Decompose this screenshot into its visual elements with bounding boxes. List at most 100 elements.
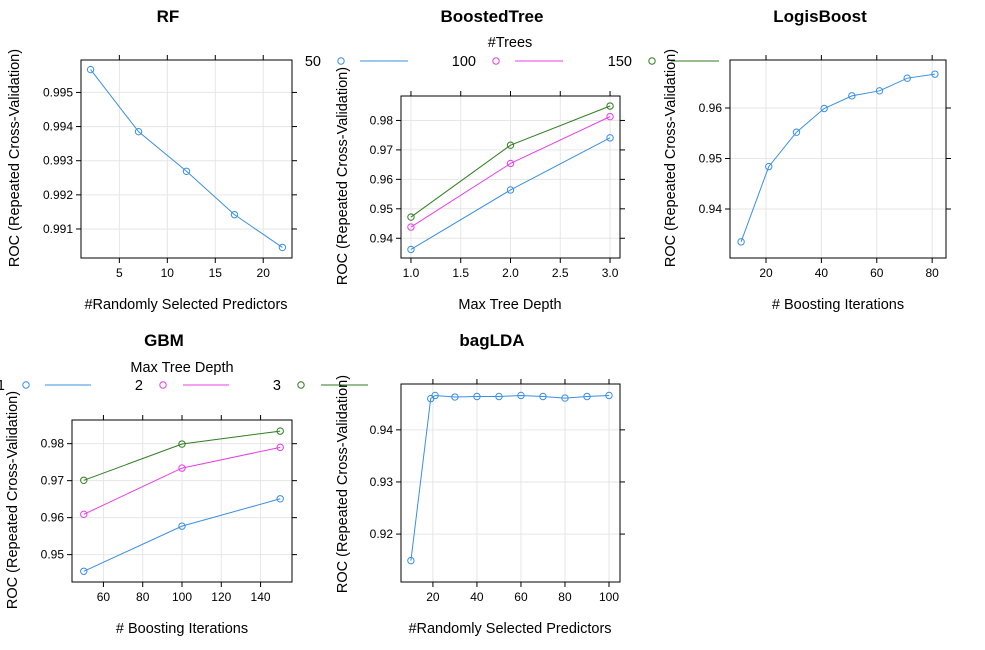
y-tick-label: 0.992 bbox=[43, 188, 73, 202]
chart-title: bagLDA bbox=[459, 331, 524, 350]
data-point bbox=[737, 238, 745, 246]
y-tick-label: 0.994 bbox=[43, 120, 73, 134]
x-tick-label: 1.5 bbox=[452, 266, 469, 280]
data-point bbox=[431, 391, 439, 400]
y-tick-label: 0.98 bbox=[370, 113, 394, 127]
data-point bbox=[606, 102, 614, 110]
chart-title: LogisBoost bbox=[773, 7, 867, 26]
series-line bbox=[410, 116, 611, 228]
data-point bbox=[506, 159, 515, 168]
x-tick-label: 20 bbox=[257, 266, 271, 280]
data-point bbox=[80, 510, 88, 519]
x-tick-label: 80 bbox=[925, 266, 939, 280]
data-point bbox=[407, 213, 415, 221]
data-point bbox=[86, 65, 95, 74]
legend-marker bbox=[492, 57, 500, 65]
data-point bbox=[848, 92, 856, 100]
x-tick-label: 140 bbox=[251, 590, 271, 604]
data-point bbox=[606, 134, 614, 142]
legend-label: 100 bbox=[452, 54, 476, 70]
y-tick-label: 0.96 bbox=[41, 511, 65, 525]
plot-area: 5 10 15 20 0.991 0.992 0.993 0.994 0.995 bbox=[43, 55, 297, 280]
data-point bbox=[517, 391, 525, 400]
x-tick-label: 40 bbox=[815, 266, 829, 280]
y-tick-label: 0.991 bbox=[43, 222, 73, 236]
y-axis-label: ROC (Repeated Cross-Validation) bbox=[335, 67, 351, 285]
legend-label: 1 bbox=[0, 378, 5, 394]
baglda-panel: bagLDA #Randomly Selected Predictors ROC… bbox=[335, 331, 625, 637]
data-point bbox=[80, 476, 88, 484]
y-tick-label: 0.95 bbox=[41, 548, 65, 562]
data-point bbox=[278, 243, 287, 252]
data-point bbox=[605, 391, 613, 400]
x-axis-label: #Randomly Selected Predictors bbox=[84, 297, 287, 313]
series-line bbox=[83, 430, 281, 481]
x-tick-label: 2.5 bbox=[552, 266, 569, 280]
data-point bbox=[792, 128, 801, 136]
y-tick-label: 0.98 bbox=[41, 437, 65, 451]
y-tick-label: 0.95 bbox=[699, 151, 723, 165]
x-axis-label: # Boosting Iterations bbox=[116, 621, 248, 637]
series-line bbox=[83, 446, 281, 515]
data-point bbox=[134, 127, 143, 136]
data-point bbox=[178, 464, 186, 472]
data-point bbox=[407, 556, 415, 565]
x-tick-label: 60 bbox=[514, 590, 528, 604]
data-point bbox=[473, 392, 481, 401]
series-line bbox=[83, 498, 281, 572]
x-tick-label: 120 bbox=[211, 590, 231, 604]
data-point bbox=[765, 162, 773, 171]
plot-area: 1.0 1.5 2.0 2.5 3.0 0.94 0.95 0.96 0.97 0.98 bbox=[370, 91, 625, 280]
x-tick-label: 15 bbox=[209, 266, 223, 280]
x-tick-label: 40 bbox=[470, 590, 484, 604]
data-point bbox=[583, 392, 591, 401]
plot-frame bbox=[80, 59, 293, 259]
x-tick-label: 5 bbox=[116, 266, 123, 280]
legend-marker bbox=[648, 57, 656, 65]
data-point bbox=[539, 392, 547, 401]
legend: Max Tree Depth 1 2 3 bbox=[0, 360, 368, 394]
x-tick-label: 20 bbox=[426, 590, 440, 604]
data-point bbox=[182, 167, 191, 175]
y-tick-label: 0.94 bbox=[699, 202, 723, 216]
chart-title: BoostedTree bbox=[441, 7, 544, 26]
data-point bbox=[875, 87, 884, 95]
x-tick-label: 2.0 bbox=[502, 266, 519, 280]
x-tick-label: 3.0 bbox=[602, 266, 619, 280]
data-point bbox=[407, 223, 415, 231]
y-tick-label: 0.97 bbox=[370, 143, 394, 157]
y-tick-label: 0.93 bbox=[370, 475, 394, 489]
data-point bbox=[276, 495, 284, 503]
data-point bbox=[178, 440, 186, 448]
legend-title: #Trees bbox=[488, 35, 533, 51]
gbm-panel: GBM Max Tree Depth 1 2 3 # Boosting Iter… bbox=[0, 331, 368, 637]
data-point bbox=[606, 112, 614, 121]
legend-label: 50 bbox=[305, 54, 321, 70]
data-point bbox=[407, 245, 415, 254]
logisboost-panel: LogisBoost # Boosting Iterations ROC (Re… bbox=[663, 7, 951, 313]
x-tick-label: 60 bbox=[870, 266, 884, 280]
legend-title: Max Tree Depth bbox=[130, 360, 233, 376]
chart-title: GBM bbox=[144, 331, 184, 350]
chart-title: RF bbox=[157, 7, 180, 26]
x-tick-label: 80 bbox=[558, 590, 572, 604]
y-tick-label: 0.94 bbox=[370, 231, 394, 245]
data-point bbox=[495, 392, 503, 401]
series-line bbox=[410, 105, 611, 218]
x-tick-label: 10 bbox=[161, 266, 175, 280]
series-line bbox=[90, 69, 283, 248]
legend-marker bbox=[22, 381, 30, 389]
y-tick-label: 0.95 bbox=[370, 202, 394, 216]
legend-label: 150 bbox=[608, 54, 632, 70]
y-tick-label: 0.993 bbox=[43, 154, 73, 168]
data-point bbox=[903, 74, 911, 82]
data-point bbox=[80, 567, 88, 575]
data-point bbox=[506, 186, 515, 194]
x-tick-label: 20 bbox=[759, 266, 773, 280]
y-axis-label: ROC (Repeated Cross-Validation) bbox=[335, 375, 351, 593]
legend-label: 3 bbox=[273, 378, 281, 394]
data-point bbox=[931, 70, 939, 78]
legend: #Trees 50 100 150 bbox=[305, 35, 719, 70]
data-point bbox=[276, 443, 284, 452]
